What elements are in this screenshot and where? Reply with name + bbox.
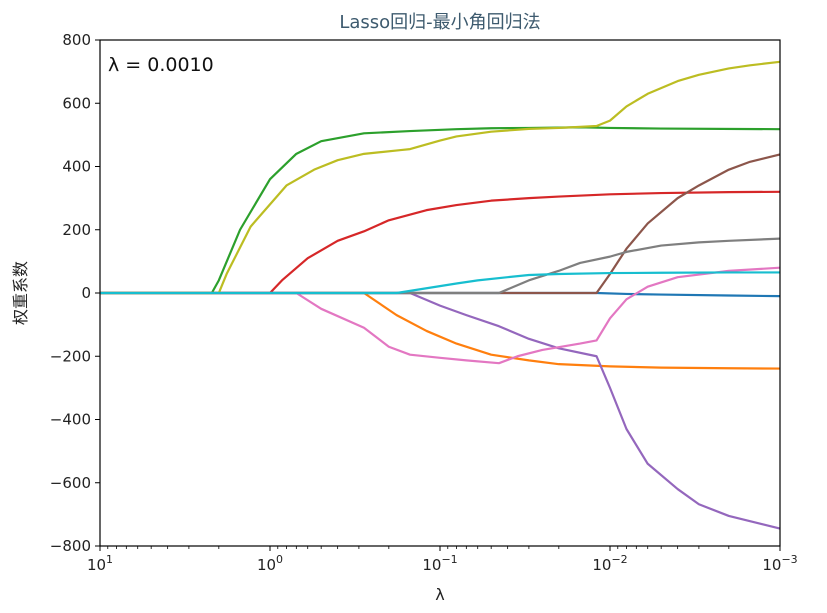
y-tick-label: 600 bbox=[62, 94, 91, 112]
y-tick-label: −400 bbox=[50, 411, 91, 429]
x-axis-label: λ bbox=[435, 585, 444, 604]
x-tick-label: 10−1 bbox=[422, 553, 457, 574]
series-line-2 bbox=[100, 291, 781, 370]
x-axis: 101 100 10−1 10−2 10−3 bbox=[87, 546, 798, 574]
y-tick-label: −800 bbox=[50, 537, 91, 555]
y-tick-label: 200 bbox=[62, 221, 91, 239]
y-tick-label: −200 bbox=[50, 347, 91, 365]
x-tick-label: 10−2 bbox=[592, 553, 627, 574]
x-tick-label: 10−3 bbox=[762, 553, 797, 574]
series-line-7 bbox=[100, 266, 781, 365]
series-line-5 bbox=[100, 291, 781, 530]
x-tick-label: 100 bbox=[257, 553, 283, 574]
chart-title: Lasso回归-最小角回归法 bbox=[339, 12, 540, 33]
series-layer bbox=[100, 60, 781, 530]
y-tick-label: 800 bbox=[62, 31, 91, 49]
y-axis: 800 600 400 200 0 −200 −400 −600 −800 bbox=[50, 31, 100, 555]
series-line-4 bbox=[100, 190, 781, 295]
series-line-6 bbox=[100, 153, 781, 295]
series-line-10 bbox=[100, 271, 780, 295]
series-line-3 bbox=[100, 126, 781, 295]
lambda-annotation: λ = 0.0010 bbox=[108, 54, 214, 76]
y-axis-label: 权重系数 bbox=[11, 261, 30, 325]
series-line-8 bbox=[100, 237, 781, 295]
y-tick-label: 0 bbox=[81, 284, 91, 302]
x-tick-label: 101 bbox=[87, 553, 113, 574]
y-tick-label: 400 bbox=[62, 158, 91, 176]
series-line-9 bbox=[100, 60, 781, 295]
y-tick-label: −600 bbox=[50, 474, 91, 492]
